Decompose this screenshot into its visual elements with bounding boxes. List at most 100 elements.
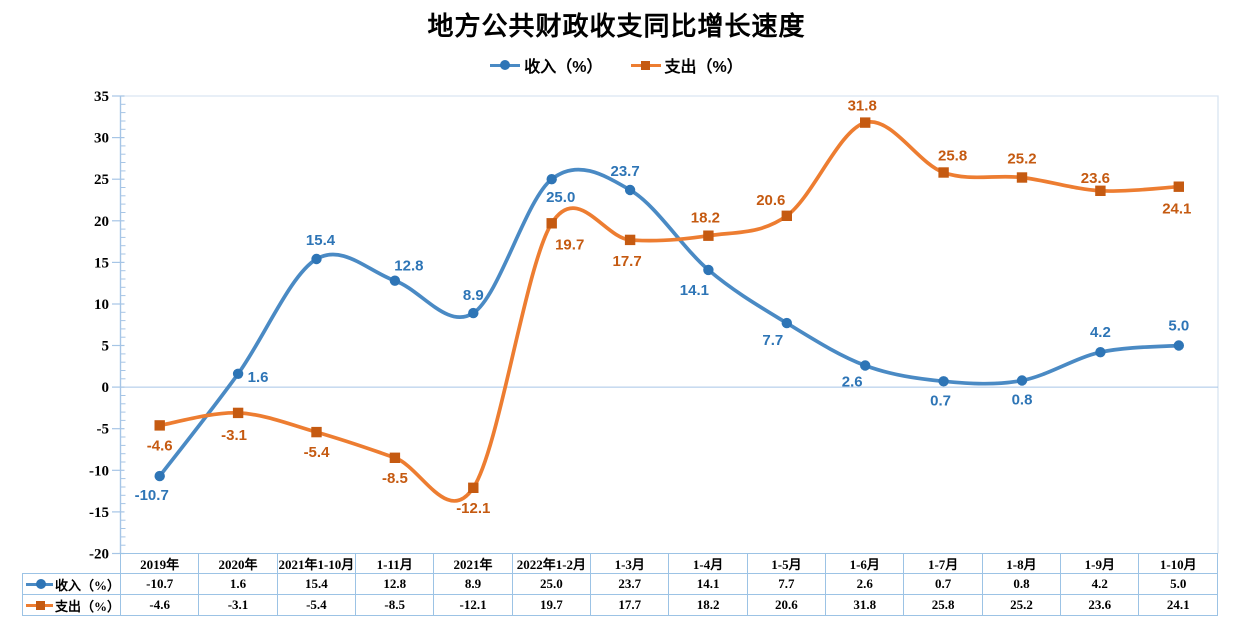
- income-marker: [232, 368, 244, 379]
- income-data-label: 14.1: [680, 282, 709, 299]
- income-data-label: 2.6: [842, 374, 863, 391]
- income-marker: [781, 317, 792, 329]
- income-data-label: 23.7: [610, 163, 639, 180]
- income-marker: [389, 275, 401, 286]
- expenditure-marker: [781, 210, 792, 221]
- table-value-cell: 0.8: [981, 573, 1062, 595]
- income-key-icon: [26, 577, 53, 591]
- expenditure-data-label: 25.8: [938, 148, 967, 165]
- data-table: 2019年 2020年 2021年1-10月 1-11月 2021年 2022年1-2月 1…: [22, 553, 1218, 616]
- expenditure-data-label: -4.6: [147, 437, 173, 454]
- expenditure-data-label: -12.1: [456, 500, 490, 517]
- table-value-cell: -5.4: [276, 594, 357, 616]
- y-axis-tick-label: -15: [89, 505, 109, 521]
- expenditure-marker: [1016, 172, 1028, 183]
- table-value-cell: 24.1: [1138, 594, 1218, 616]
- y-axis-tick-label: 15: [94, 255, 109, 271]
- expenditure-marker: [624, 234, 636, 246]
- table-value-cell: 1.6: [198, 573, 278, 595]
- legend-item-income: 收入（%）: [490, 53, 603, 77]
- expenditure-data-label: 24.1: [1162, 201, 1191, 218]
- income-data-label: 4.2: [1090, 324, 1111, 341]
- income-marker: [154, 470, 165, 482]
- y-axis-tick-label: 25: [94, 172, 109, 188]
- expenditure-data-label: 31.8: [848, 98, 877, 115]
- table-value-cell: 18.2: [668, 594, 748, 616]
- table-value-cell: 12.8: [355, 573, 435, 595]
- income-marker: [938, 376, 949, 387]
- x-axis-category-label: 1-9月: [1060, 553, 1140, 574]
- table-value-cell: -10.7: [119, 573, 200, 595]
- income-marker: [703, 264, 714, 276]
- table-value-cell: -3.1: [198, 594, 278, 616]
- expenditure-marker: [860, 117, 871, 128]
- legend-item-expenditure: 支出（%）: [630, 53, 743, 77]
- table-value-cell: 23.6: [1060, 594, 1140, 616]
- expenditure-marker: [232, 407, 244, 419]
- income-marker: [311, 253, 322, 265]
- x-axis-category-label: 2020年: [198, 553, 278, 574]
- x-axis-category-label: 1-8月: [981, 553, 1062, 574]
- x-axis-category-label: 1-6月: [825, 553, 905, 574]
- expenditure-marker: [311, 426, 322, 438]
- expenditure-data-label: -8.5: [382, 470, 408, 487]
- expenditure-marker: [154, 420, 165, 431]
- income-marker: [1173, 340, 1185, 351]
- x-axis-category-label: 2021年1-10月: [276, 553, 357, 574]
- y-axis-tick-label: 20: [94, 214, 109, 230]
- table-series-key-income: 收入（%）: [22, 573, 121, 595]
- table-value-cell: 2.6: [825, 573, 905, 595]
- income-marker: [1095, 347, 1106, 358]
- x-axis-category-label: 1-10月: [1138, 553, 1218, 574]
- expenditure-data-label: -3.1: [221, 427, 247, 444]
- income-marker: [1016, 375, 1028, 386]
- expenditure-data-label: 18.2: [691, 210, 720, 227]
- table-value-cell: -12.1: [433, 594, 513, 616]
- x-axis-category-label: 2021年: [433, 553, 513, 574]
- expenditure-marker: [468, 482, 479, 493]
- legend-label-income: 收入（%）: [524, 59, 603, 76]
- x-axis-category-label: 1-5月: [746, 553, 827, 574]
- plot-border: [120, 95, 1219, 554]
- x-axis-category-label: 1-3月: [590, 553, 670, 574]
- table-value-cell: 25.2: [981, 594, 1062, 616]
- income-marker: [860, 360, 871, 371]
- table-value-cell: 7.7: [746, 573, 827, 595]
- table-value-cell: 19.7: [511, 594, 592, 616]
- legend-label-expenditure: 支出（%）: [664, 59, 743, 76]
- income-marker: [468, 307, 479, 319]
- y-axis-tick-label: 30: [94, 131, 109, 147]
- income-data-label: 0.8: [1012, 392, 1033, 409]
- y-axis-tick-label: 5: [102, 339, 110, 355]
- table-value-cell: -8.5: [355, 594, 435, 616]
- expenditure-marker: [389, 452, 401, 463]
- table-value-cell: 14.1: [668, 573, 748, 595]
- income-data-label: 0.7: [930, 392, 951, 409]
- income-data-label: 5.0: [1168, 318, 1189, 335]
- income-data-label: 8.9: [463, 287, 484, 304]
- chart-legend: 收入（%） 支出（%）: [0, 53, 1233, 77]
- x-axis-category-label: 1-7月: [903, 553, 983, 574]
- expenditure-marker: [546, 218, 557, 229]
- table-series-name: 支出（%）: [54, 598, 120, 614]
- expenditure-line-marker-icon: [630, 58, 661, 72]
- table-value-cell: -4.6: [119, 594, 200, 616]
- expenditure-marker: [938, 167, 949, 178]
- x-axis-category-label: 1-11月: [355, 553, 435, 574]
- income-marker: [624, 184, 636, 196]
- table-value-cell: 8.9: [433, 573, 513, 595]
- income-data-label: -10.7: [135, 487, 169, 504]
- table-value-cell: 5.0: [1138, 573, 1218, 595]
- table-value-cell: 20.6: [746, 594, 827, 616]
- income-data-label: 25.0: [546, 189, 575, 206]
- expenditure-marker: [1173, 181, 1184, 192]
- y-axis-tick-label: -5: [97, 422, 110, 438]
- table-value-cell: 17.7: [590, 594, 670, 616]
- expenditure-data-label: 25.2: [1007, 151, 1036, 168]
- x-axis-category-label: 2022年1-2月: [511, 553, 592, 574]
- income-data-label: 1.6: [248, 369, 269, 386]
- table-value-cell: 4.2: [1060, 573, 1140, 595]
- x-axis-category-label: 1-4月: [668, 553, 748, 574]
